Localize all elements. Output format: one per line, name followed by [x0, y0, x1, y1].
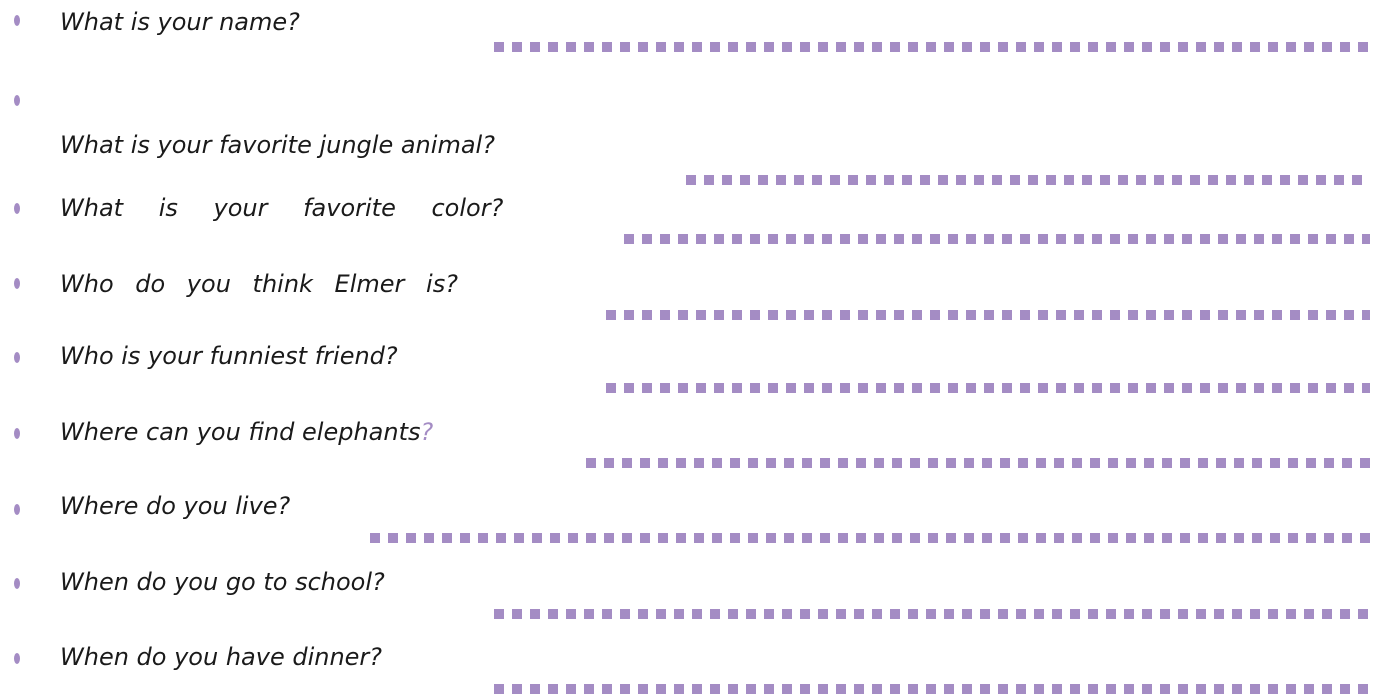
question-item-color: What is your favorite color? — [0, 0, 1398, 244]
answer-line[interactable] — [494, 42, 1370, 52]
question-text: What is your favorite color? — [60, 194, 504, 222]
question-item-school: When do you go to school? — [0, 0, 1398, 619]
question-text: What is your favorite jungle animal? — [60, 131, 495, 159]
answer-line[interactable] — [606, 310, 1370, 320]
answer-line[interactable] — [686, 175, 1370, 185]
answer-line[interactable] — [494, 609, 1370, 619]
answer-line[interactable] — [370, 533, 1370, 543]
bullet-icon — [14, 504, 20, 515]
question-item-elephants: Where can you find elephants? — [0, 0, 1398, 468]
bullet-icon — [14, 428, 20, 439]
bullet-icon — [14, 95, 20, 106]
question-item-name: What is your name? — [0, 0, 1398, 52]
question-item-elmer: Who do you think Elmer is? — [0, 0, 1398, 320]
bullet-icon — [14, 578, 20, 589]
answer-line[interactable] — [606, 383, 1370, 393]
bullet-icon — [14, 203, 20, 214]
bullet-icon — [14, 15, 20, 26]
bullet-icon — [14, 278, 20, 289]
question-item-live: Where do you live? — [0, 0, 1398, 543]
bullet-icon — [14, 352, 20, 363]
question-item-funniest-friend: Who is your funniest friend? — [0, 0, 1398, 393]
question-text: Who is your funniest friend? — [60, 342, 398, 370]
answer-line[interactable] — [624, 234, 1370, 244]
bullet-icon — [14, 653, 20, 664]
question-text: Where can you find elephants? — [60, 418, 434, 446]
question-text: Who do you think Elmer is? — [60, 270, 458, 298]
answer-line[interactable] — [494, 684, 1370, 694]
answer-line[interactable] — [586, 458, 1370, 468]
question-text: Where do you live? — [60, 492, 291, 520]
question-text: When do you have dinner? — [60, 643, 383, 671]
question-text: What is your name? — [60, 8, 300, 36]
question-text: When do you go to school? — [60, 568, 385, 596]
question-item-jungle-animal: What is your favorite jungle animal? — [0, 0, 1398, 185]
